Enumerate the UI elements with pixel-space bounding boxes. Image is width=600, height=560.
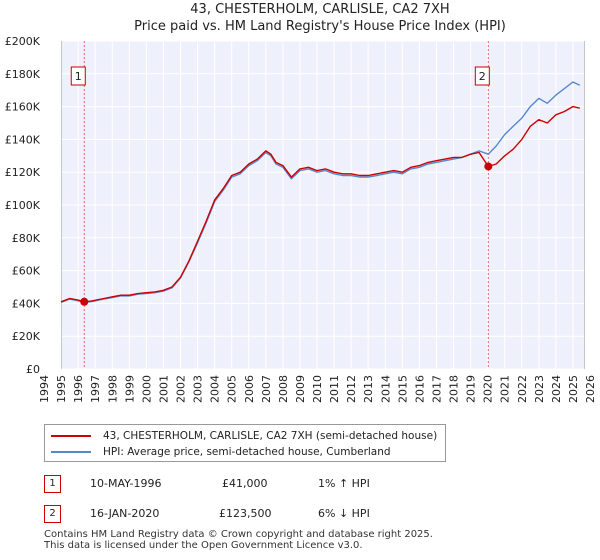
y-tick-label: £160K [5,101,41,114]
x-tick-label: 2026 [584,375,597,403]
transaction-price: £123,500 [219,507,272,520]
x-tick-label: 2007 [260,375,273,403]
x-tick-label: 2020 [482,375,495,403]
shaded-regions [44,41,590,369]
transaction-badge: 1 [44,475,61,493]
x-tick-label: 1994 [38,375,51,403]
series-lines [60,81,581,304]
x-tick-label: 2006 [243,375,256,403]
x-tick-label: 2013 [362,375,375,403]
sale-label-text: 1 [75,70,82,83]
x-tick-label: 2002 [175,375,188,403]
x-tick-label: 2000 [140,375,153,403]
y-tick-label: £100K [5,199,41,212]
x-tick-label: 1998 [106,375,119,403]
transaction-price: £41,000 [222,477,268,490]
sale-point [80,297,89,306]
x-tick-label: 2024 [550,375,563,403]
y-tick-label: £80K [12,232,41,245]
y-tick-label: £180K [5,68,41,81]
sale-points [80,162,493,306]
y-axis: £0 £20K £40K £60K £80K £100K £120K £140K £160K £1… [5,35,41,376]
x-axis: 1994 1995 1996 1997 1998 1999 2000 2001 2002 2003… [38,375,597,403]
y-tick-label: £40K [12,297,41,310]
price-paid-line [60,105,580,303]
transaction-hpi: 6% ↓ HPI [318,507,370,520]
y-tick-label: £120K [5,166,41,179]
x-tick-label: 2004 [209,375,222,403]
x-tick-label: 1999 [123,375,136,403]
x-tick-label: 2003 [192,375,205,403]
x-tick-label: 2005 [226,375,239,403]
x-tick-label: 2023 [533,375,546,403]
transaction-date: 16-JAN-2020 [90,507,160,520]
footer: Contains HM Land Registry data © Crown c… [44,529,433,551]
sale-date-lines [83,41,489,369]
transaction-row: 1 10-MAY-1996 £41,000 1% ↑ HPI [44,475,464,495]
x-tick-label: 2021 [499,375,512,403]
sale-label-text: 2 [479,70,486,83]
x-tick-label: 2017 [430,375,443,403]
legend: 43, CHESTERHOLM, CARLISLE, CA2 7XH (semi… [44,424,446,462]
y-tick-label: £200K [5,35,41,48]
x-tick-label: 2012 [345,375,358,403]
x-tick-label: 1995 [55,375,68,403]
pre-data-region [44,41,62,369]
x-tick-label: 1997 [89,375,102,403]
y-tick-label: £60K [12,265,41,278]
footer-license: This data is licensed under the Open Gov… [44,540,363,551]
x-tick-label: 2014 [379,375,392,403]
legend-swatch-red [51,435,91,437]
sale-label-box [70,66,86,86]
legend-item-property: 43, CHESTERHOLM, CARLISLE, CA2 7XH (semi… [51,428,437,444]
hpi-line [60,81,581,304]
transaction-badge: 2 [44,505,61,523]
x-tick-label: 2022 [516,375,529,403]
x-tick-label: 2015 [396,375,409,403]
legend-label: 43, CHESTERHOLM, CARLISLE, CA2 7XH (semi… [103,430,438,442]
footer-copyright: Contains HM Land Registry data © Crown c… [44,529,433,540]
x-tick-label: 2019 [465,375,478,403]
x-tick-label: 2010 [311,375,324,403]
x-tick-label: 1996 [72,375,85,403]
legend-swatch-blue [51,451,91,453]
x-tick-label: 2008 [277,375,290,403]
price-chart: 43, CHESTERHOLM, CARLISLE, CA2 7XH Price… [5,2,597,403]
x-tick-label: 2001 [157,375,170,403]
transaction-row: 2 16-JAN-2020 £123,500 6% ↓ HPI [44,505,464,525]
legend-label: HPI: Average price, semi-detached house,… [103,446,391,458]
x-tick-label: 2011 [328,375,341,403]
x-tick-label: 2018 [448,375,461,403]
sale-point [484,162,493,171]
y-tick-label: £20K [12,330,41,343]
legend-item-hpi: HPI: Average price, semi-detached house,… [51,444,391,460]
chart-subtitle: Price paid vs. HM Land Registry's House … [134,19,506,34]
transaction-date: 10-MAY-1996 [90,477,162,490]
x-tick-label: 2016 [413,375,426,403]
y-tick-label: £140K [5,133,41,146]
x-tick-label: 2009 [294,375,307,403]
x-tick-label: 2025 [567,375,580,403]
y-tick-label: £0 [26,363,40,376]
post-data-region [584,41,590,369]
transaction-hpi: 1% ↑ HPI [318,477,370,490]
chart-title: 43, CHESTERHOLM, CARLISLE, CA2 7XH [190,2,449,17]
sale-label-box [474,66,490,86]
